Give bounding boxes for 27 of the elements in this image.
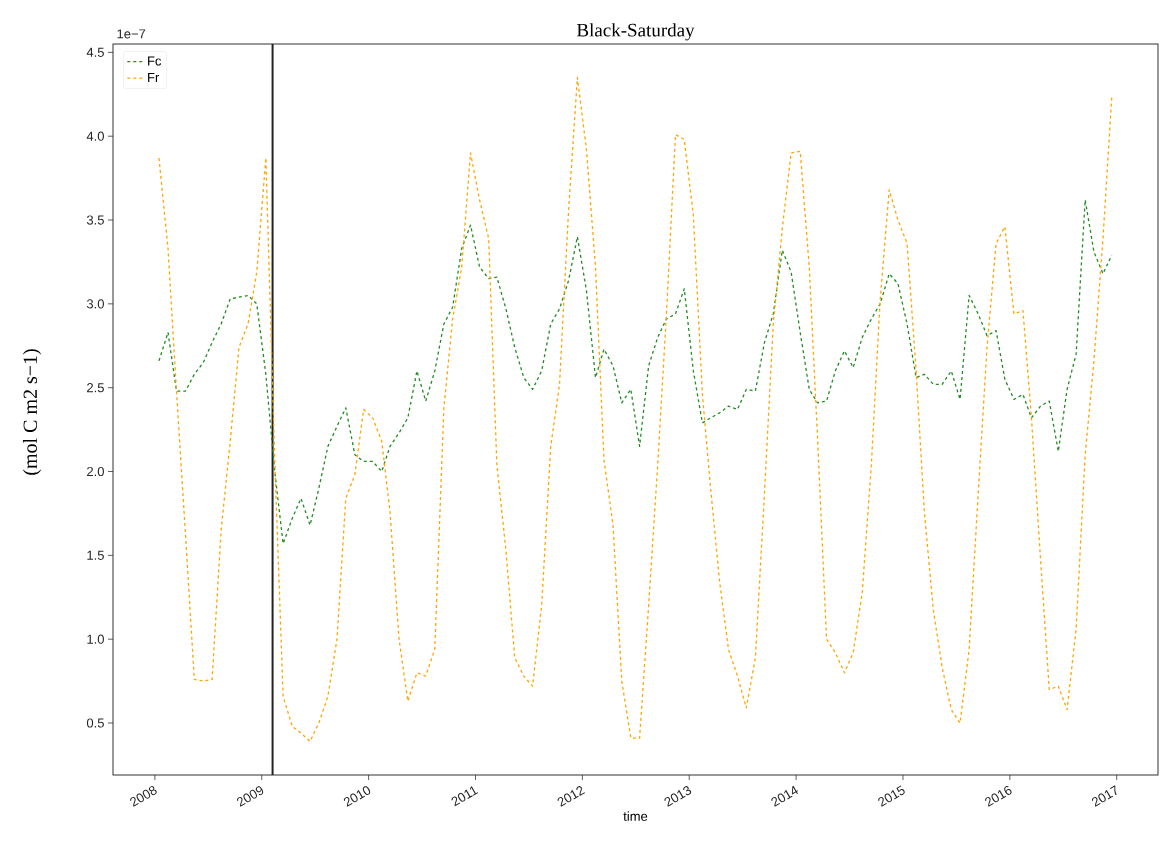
y-tick-label: 4.0	[86, 131, 104, 141]
x-tick-label: 2017	[1091, 785, 1117, 807]
y-tick-label: 3.0	[86, 299, 104, 309]
x-tick-label: 2010	[343, 786, 371, 807]
legend-label: Fr	[148, 72, 160, 82]
x-tick-label: 2011	[451, 786, 479, 807]
chart-title: Black-Saturday	[576, 23, 695, 41]
x-tick-label: 2012	[557, 786, 586, 807]
x-tick-label: 2013	[664, 786, 692, 807]
x-tick-label: 2015	[878, 785, 905, 807]
x-axis-title: time	[623, 811, 648, 821]
line-series	[158, 76, 1113, 743]
y-tick-label: 3.5	[86, 215, 104, 225]
x-tick-label: 2008	[130, 786, 157, 807]
x-tick-label: 2009	[236, 786, 264, 807]
legend-label: Fc	[148, 56, 162, 66]
y-tick-label: 0.5	[86, 718, 104, 728]
x-tick-label: 2014	[771, 785, 798, 807]
y-tick-label: 4.5	[86, 47, 104, 57]
x-tick-label: 2016	[985, 786, 1012, 807]
y-tick-label: 1.0	[87, 634, 104, 644]
text: 1e−7	[117, 29, 146, 39]
line-series	[158, 199, 1113, 545]
y-tick-label: 2.0	[87, 466, 104, 477]
y-tick-label: 2.5	[87, 383, 104, 393]
y-axis-title: (mol C m2 s−1)	[22, 349, 42, 475]
y-tick-label: 1.5	[87, 550, 104, 560]
